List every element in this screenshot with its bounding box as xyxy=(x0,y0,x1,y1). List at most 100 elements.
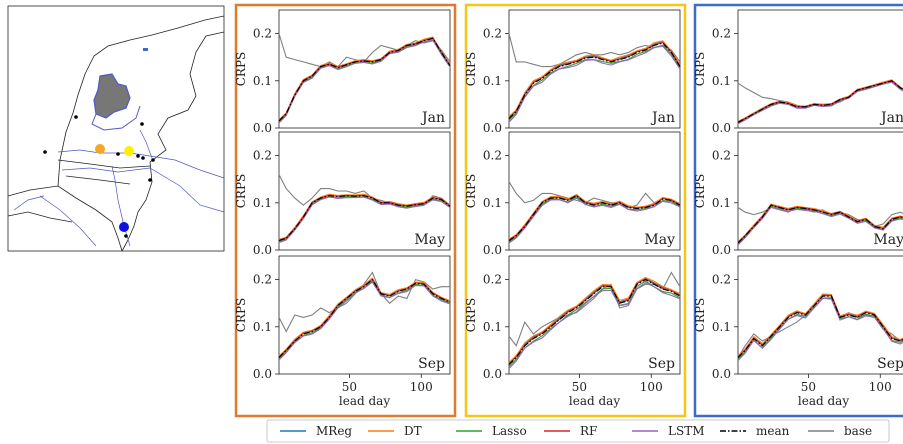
map-station-dot xyxy=(140,122,144,126)
series-line-mean xyxy=(278,278,451,358)
month-label: May xyxy=(414,232,445,248)
x-tick-label: 50 xyxy=(572,380,587,394)
legend-item-lstm: LSTM xyxy=(632,424,704,438)
map-island-marker xyxy=(143,48,148,51)
month-label: Jan xyxy=(879,110,903,126)
y-tick-label: 0.2 xyxy=(712,273,731,287)
y-tick-label: 0.1 xyxy=(483,320,502,334)
y-tick-label: 0.2 xyxy=(712,149,731,163)
map-delta-channel xyxy=(57,159,151,169)
panel-grid: 0.00.10.2CRPSJan0.00.10.2CRPSMay0.00.10.… xyxy=(234,9,903,408)
series-line-dt xyxy=(508,193,681,240)
map-delta-channel-2 xyxy=(65,175,131,185)
y-tick-label: 0.2 xyxy=(483,149,502,163)
series-line-lstm xyxy=(737,206,903,246)
map-station-dot xyxy=(148,178,152,182)
map-inset xyxy=(7,5,225,252)
map-station-dot xyxy=(116,152,120,156)
y-axis-label: CRPS xyxy=(234,52,248,87)
series-line-mean xyxy=(278,37,451,122)
map-station-dot xyxy=(136,154,140,158)
plot-area xyxy=(278,9,451,129)
map-river-3 xyxy=(111,165,131,247)
legend-label: LSTM xyxy=(668,424,704,438)
y-tick-label: 0.2 xyxy=(253,27,272,41)
map-station-dot xyxy=(74,115,78,119)
y-tick-label: 0.1 xyxy=(712,74,731,88)
y-axis-label: CRPS xyxy=(464,298,478,333)
series-line-mean xyxy=(278,195,451,242)
y-axis-label: CRPS xyxy=(464,52,478,87)
y-tick-label: 0.0 xyxy=(712,367,731,381)
y-tick-label: 0.1 xyxy=(483,196,502,210)
x-tick-label: 100 xyxy=(410,380,433,394)
map-river-4 xyxy=(39,195,97,247)
month-label: Jan xyxy=(650,110,675,126)
series-line-base xyxy=(508,181,681,209)
map-border xyxy=(121,31,225,252)
y-axis-label: CRPS xyxy=(234,174,248,209)
series-line-lstm xyxy=(508,282,681,370)
x-tick-label: 100 xyxy=(640,380,663,394)
station-marker-blue xyxy=(119,222,129,232)
legend-label: base xyxy=(844,424,872,438)
crps-panel: 0.0 0.1 0.2 50 100 CRPS lead day Sep xyxy=(693,255,903,408)
legend-label: RF xyxy=(580,424,597,438)
map-station-dot xyxy=(124,234,128,238)
y-tick-label: 0.0 xyxy=(253,367,272,381)
series-line-mean xyxy=(508,194,681,242)
plot-area xyxy=(508,131,681,251)
month-label: Sep xyxy=(877,356,903,372)
y-tick-label: 0.0 xyxy=(712,121,731,135)
x-tick-label: 50 xyxy=(342,380,357,394)
y-tick-label: 0.2 xyxy=(483,27,502,41)
station-marker-yellow xyxy=(124,146,134,156)
legend-item-rf: RF xyxy=(544,424,597,438)
series-line-lstm xyxy=(278,196,451,244)
map-river-5 xyxy=(139,129,153,159)
map-station-dot xyxy=(151,158,155,162)
month-label: May xyxy=(873,232,903,248)
month-label: Jan xyxy=(420,110,445,126)
map-river-1 xyxy=(57,149,225,179)
map-border-lower xyxy=(7,211,73,223)
station-marker-orange xyxy=(95,144,105,154)
series-line-lstm xyxy=(508,45,681,123)
legend-label: MReg xyxy=(316,424,352,438)
series-line-dt xyxy=(278,36,451,121)
y-tick-label: 0.0 xyxy=(483,121,502,135)
group-frame-blue xyxy=(693,3,903,418)
group-frame-yellow xyxy=(464,3,687,418)
month-label: May xyxy=(644,232,675,248)
legend-item-dt: DT xyxy=(368,424,422,438)
series-line-lstm xyxy=(278,39,451,124)
y-tick-label: 0.0 xyxy=(483,367,502,381)
crps-panel: 0.0 0.1 0.2 CRPS May xyxy=(234,131,451,257)
series-line-dt xyxy=(508,40,681,118)
series-line-dt xyxy=(278,277,451,357)
legend-item-lasso: Lasso xyxy=(456,424,527,438)
crps-panel: 0.0 0.1 0.2 CRPS Jan xyxy=(693,9,903,135)
map-border-south xyxy=(7,185,123,252)
legend-item-base: base xyxy=(808,424,872,438)
y-axis-label: CRPS xyxy=(693,298,707,333)
y-axis-label: CRPS xyxy=(464,174,478,209)
x-tick-label: 100 xyxy=(869,380,892,394)
legend-label: Lasso xyxy=(492,424,527,438)
legend-item-mean: mean xyxy=(720,424,790,438)
plot-area xyxy=(737,131,903,251)
legend-label: mean xyxy=(756,424,790,438)
y-axis-label: CRPS xyxy=(234,298,248,333)
crps-panel: 0.0 0.1 0.2 CRPS May xyxy=(693,131,903,257)
y-tick-label: 0.1 xyxy=(253,196,272,210)
x-axis-label: lead day xyxy=(798,394,849,408)
y-tick-label: 0.1 xyxy=(253,320,272,334)
y-tick-label: 0.0 xyxy=(483,243,502,257)
y-tick-label: 0.0 xyxy=(253,243,272,257)
series-line-mean xyxy=(508,278,681,366)
legend-label: DT xyxy=(404,424,422,438)
map-lake xyxy=(93,73,131,119)
legend-box xyxy=(266,419,890,443)
x-axis-label: lead day xyxy=(339,394,390,408)
